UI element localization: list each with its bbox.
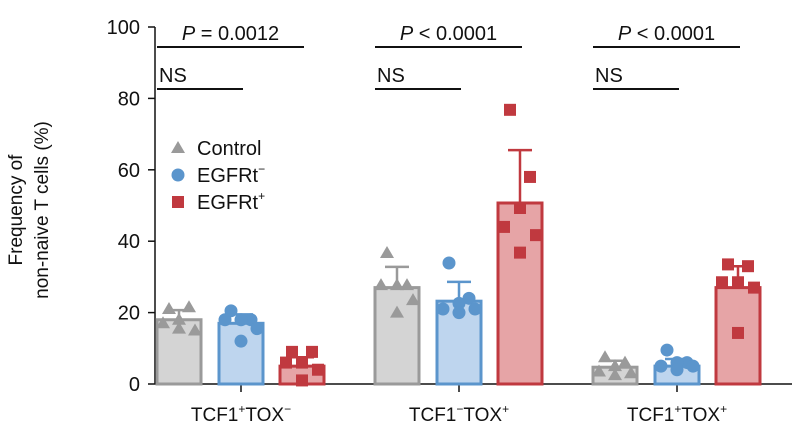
data-point <box>296 356 308 369</box>
data-point <box>218 313 232 327</box>
data-point <box>374 278 388 291</box>
legend-label: EGFRt+ <box>197 189 265 214</box>
data-point <box>686 359 700 373</box>
p-value: = 0.0012 <box>195 23 279 45</box>
p-symbol: P <box>618 23 632 45</box>
data-point <box>742 260 754 273</box>
legend-marker <box>171 141 185 153</box>
superscript: + <box>674 402 681 416</box>
superscript: + <box>502 402 509 416</box>
superscript: − <box>258 162 265 176</box>
p-value: < 0.0001 <box>413 23 497 45</box>
label-text: TOX <box>681 405 720 426</box>
data-point <box>380 245 394 258</box>
data-point <box>524 170 536 183</box>
y-axis-label: Frequency of non-naive T cells (%) <box>6 121 53 299</box>
y-tick-label: 20 <box>118 303 140 325</box>
data-point <box>400 278 414 291</box>
data-point <box>188 323 202 336</box>
data-point <box>498 220 510 233</box>
data-point <box>234 313 248 327</box>
data-point <box>462 291 476 305</box>
data-point <box>716 276 728 289</box>
label-text: TCF1 <box>627 405 675 426</box>
data-point <box>530 229 542 242</box>
data-point <box>514 201 526 214</box>
data-point <box>156 316 170 329</box>
p-value-label: P < 0.0001 <box>618 23 715 45</box>
data-point <box>452 296 466 310</box>
data-point <box>406 293 420 306</box>
data-point <box>162 302 176 315</box>
x-tick-label: TCF1+TOX+ <box>627 402 727 426</box>
ns-label: NS <box>159 65 187 87</box>
p-symbol: P <box>182 23 196 45</box>
data-point <box>234 334 248 348</box>
superscript: + <box>720 402 727 416</box>
superscript: − <box>284 402 291 416</box>
data-point <box>280 356 292 369</box>
y-axis-label-line: Frequency of <box>6 154 27 266</box>
p-value-label: P < 0.0001 <box>400 23 497 45</box>
data-point <box>442 256 456 270</box>
data-point <box>660 343 674 357</box>
legend-marker <box>171 168 185 182</box>
p-value: < 0.0001 <box>631 23 715 45</box>
data-point <box>732 326 744 339</box>
x-tick-label: TCF1+TOX− <box>191 402 291 426</box>
data-point <box>436 302 450 316</box>
data-point <box>514 246 526 259</box>
data-point <box>182 300 196 313</box>
data-point <box>250 322 264 336</box>
data-point <box>390 305 404 318</box>
p-value-label: P = 0.0012 <box>182 23 279 45</box>
y-tick-label: 40 <box>118 231 140 253</box>
data-point <box>592 364 606 377</box>
label-text: TOX <box>245 405 284 426</box>
ns-label: NS <box>377 65 405 87</box>
p-symbol: P <box>400 23 414 45</box>
data-point <box>608 359 622 372</box>
data-point <box>390 278 404 291</box>
data-point <box>624 366 638 379</box>
data-point <box>618 355 632 368</box>
data-point <box>654 359 668 373</box>
data-point <box>452 306 466 320</box>
data-point <box>468 302 482 316</box>
data-point <box>172 321 186 334</box>
y-tick-label: 100 <box>107 17 140 39</box>
data-point <box>296 374 308 387</box>
legend-label: Control <box>197 138 261 160</box>
data-point <box>608 368 622 381</box>
ns-label: NS <box>595 65 623 87</box>
y-tick-label: 80 <box>118 88 140 110</box>
legend-label: EGFRt− <box>197 162 265 187</box>
superscript: + <box>258 189 265 203</box>
label-text: TCF1 <box>409 405 457 426</box>
data-point <box>670 363 684 377</box>
y-tick-label: 60 <box>118 160 140 182</box>
y-axis-label-line: non-naive T cells (%) <box>32 121 53 299</box>
data-point <box>286 345 298 358</box>
data-point <box>732 276 744 289</box>
data-point <box>504 103 516 116</box>
data-point <box>312 363 324 376</box>
label-text: TCF1 <box>191 405 239 426</box>
data-point <box>172 312 186 325</box>
data-point <box>748 281 760 294</box>
legend-text: EGFRt <box>197 165 259 187</box>
superscript: − <box>456 402 463 416</box>
data-point <box>306 345 318 358</box>
label-text: TOX <box>463 405 502 426</box>
y-tick-label: 0 <box>129 374 140 396</box>
x-tick-label: TCF1−TOX+ <box>409 402 509 426</box>
legend-text: EGFRt <box>197 192 259 214</box>
superscript: + <box>238 402 245 416</box>
legend-text: Control <box>197 138 261 160</box>
legend-marker <box>172 196 184 208</box>
data-point <box>722 258 734 271</box>
data-point <box>598 350 612 363</box>
